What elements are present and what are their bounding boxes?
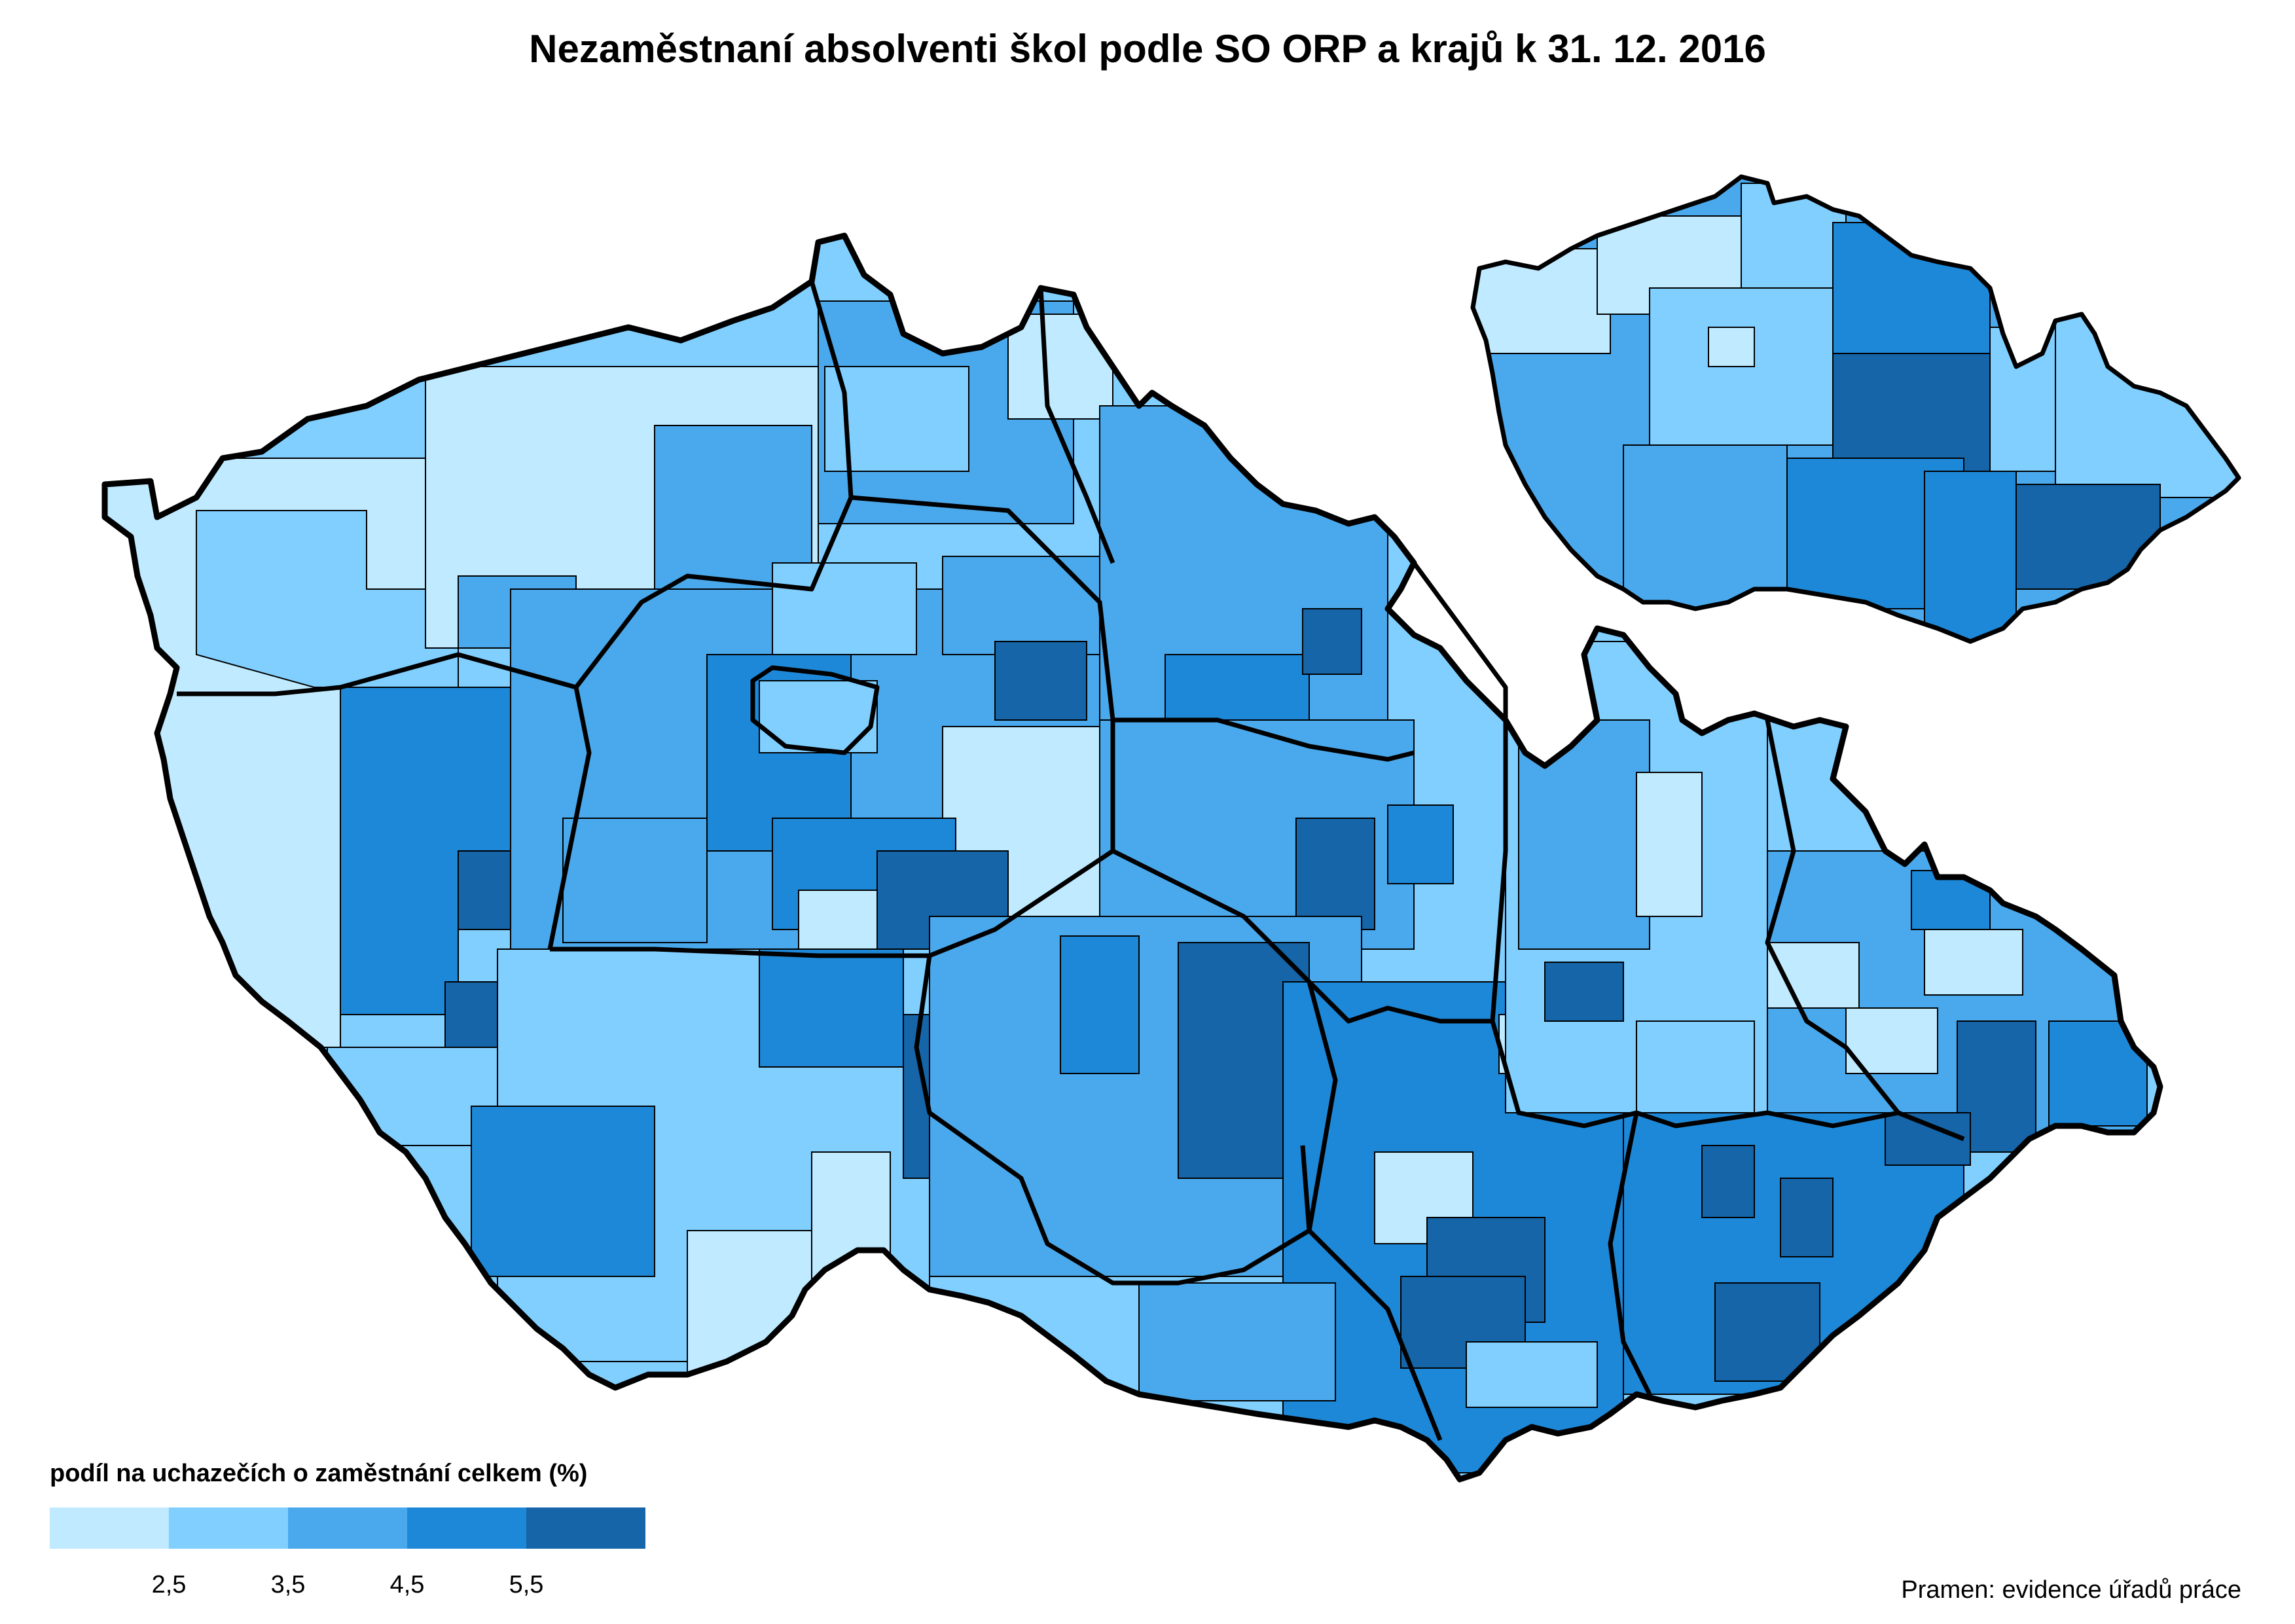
legend-swatch-5 — [526, 1507, 645, 1549]
region-novy-jicin — [1845, 1007, 1938, 1074]
region-frydlant — [1007, 314, 1113, 420]
inset-kraje — [1473, 177, 2239, 641]
inset-hradec — [1832, 222, 1991, 367]
region-havlickuv-brod — [1060, 935, 1140, 1074]
legend-color-bar — [50, 1507, 645, 1549]
region-jesenik — [1636, 772, 1703, 917]
kraj-border-prague — [750, 665, 880, 755]
region-vsetin — [1885, 1112, 1971, 1166]
legend-swatch-4 — [407, 1507, 526, 1549]
kraj-border-liberec-central — [850, 495, 1115, 721]
region-trebon — [811, 1151, 891, 1284]
inset-prague — [1708, 327, 1755, 367]
legend-tick-4: 5,5 — [509, 1571, 544, 1598]
region-prague — [759, 680, 878, 753]
region-nymburk — [994, 641, 1087, 721]
kraj-border-karlovy-plzen — [177, 652, 592, 950]
region-otrokovice — [1780, 1178, 1834, 1257]
legend-title: podíl na uchazečích o zaměstnání celkem … — [50, 1460, 588, 1487]
region-svitavy — [1295, 818, 1375, 930]
inset-pardubice — [1832, 353, 2004, 472]
region-ostrava — [1924, 929, 2023, 996]
region-breclav — [1466, 1341, 1598, 1408]
region-sumperk — [1518, 719, 1650, 950]
region-ceska-lipa — [824, 366, 969, 472]
legend-tick-3: 4,5 — [389, 1571, 425, 1598]
kraj-border-vysocina-jmk — [1307, 981, 1443, 1441]
inset-zlin — [2002, 484, 2161, 590]
region-melnik — [772, 562, 917, 655]
inset-south-bohemia — [1623, 444, 1788, 609]
inset-msk — [2055, 307, 2239, 498]
legend-tick-1: 2,5 — [151, 1571, 187, 1598]
kraj-border-pardubice-vysocina — [1111, 848, 1492, 1024]
legend-swatch-1 — [50, 1507, 169, 1549]
kraj-border-olomouc-msk — [1765, 719, 1965, 1142]
region-trinec — [2048, 1020, 2148, 1127]
legend-swatch-3 — [288, 1507, 407, 1549]
kraj-border-jmk-zlin — [1608, 1112, 1652, 1396]
kraj-border-pardubice-olomouc — [1412, 561, 1637, 1128]
kraj-border-usti-central — [574, 281, 854, 689]
region-prachatice — [471, 1106, 655, 1277]
region-tabor — [759, 948, 904, 1068]
region-pribram — [562, 818, 708, 943]
kraj-border-liberec-hradec — [1038, 287, 1115, 564]
region-mohelnice — [1544, 962, 1624, 1022]
legend-tick-2: 3,5 — [270, 1571, 306, 1598]
region-mlada-boleslav — [942, 556, 1100, 655]
region-znojmo — [1138, 1282, 1336, 1401]
kraj-borders — [177, 281, 1965, 1441]
region-opava — [1767, 942, 1860, 1009]
page-title: Nezaměstnaní absolventi škol podle SO OR… — [529, 27, 1766, 71]
kraj-border-south-vysocina — [914, 955, 1312, 1286]
inset-border — [1470, 174, 2241, 644]
country-border — [101, 232, 2163, 1483]
legend-swatch-2 — [169, 1507, 288, 1549]
region-rychnov — [1302, 608, 1362, 675]
kraj-border-hradec-pardubice — [1113, 717, 1415, 762]
inset-jmk — [1924, 471, 2017, 641]
region-moravska-trebova — [1387, 804, 1454, 884]
source-note: Pramen: evidence úřadů práce — [1901, 1576, 2241, 1604]
region-kromeriz — [1701, 1145, 1755, 1218]
